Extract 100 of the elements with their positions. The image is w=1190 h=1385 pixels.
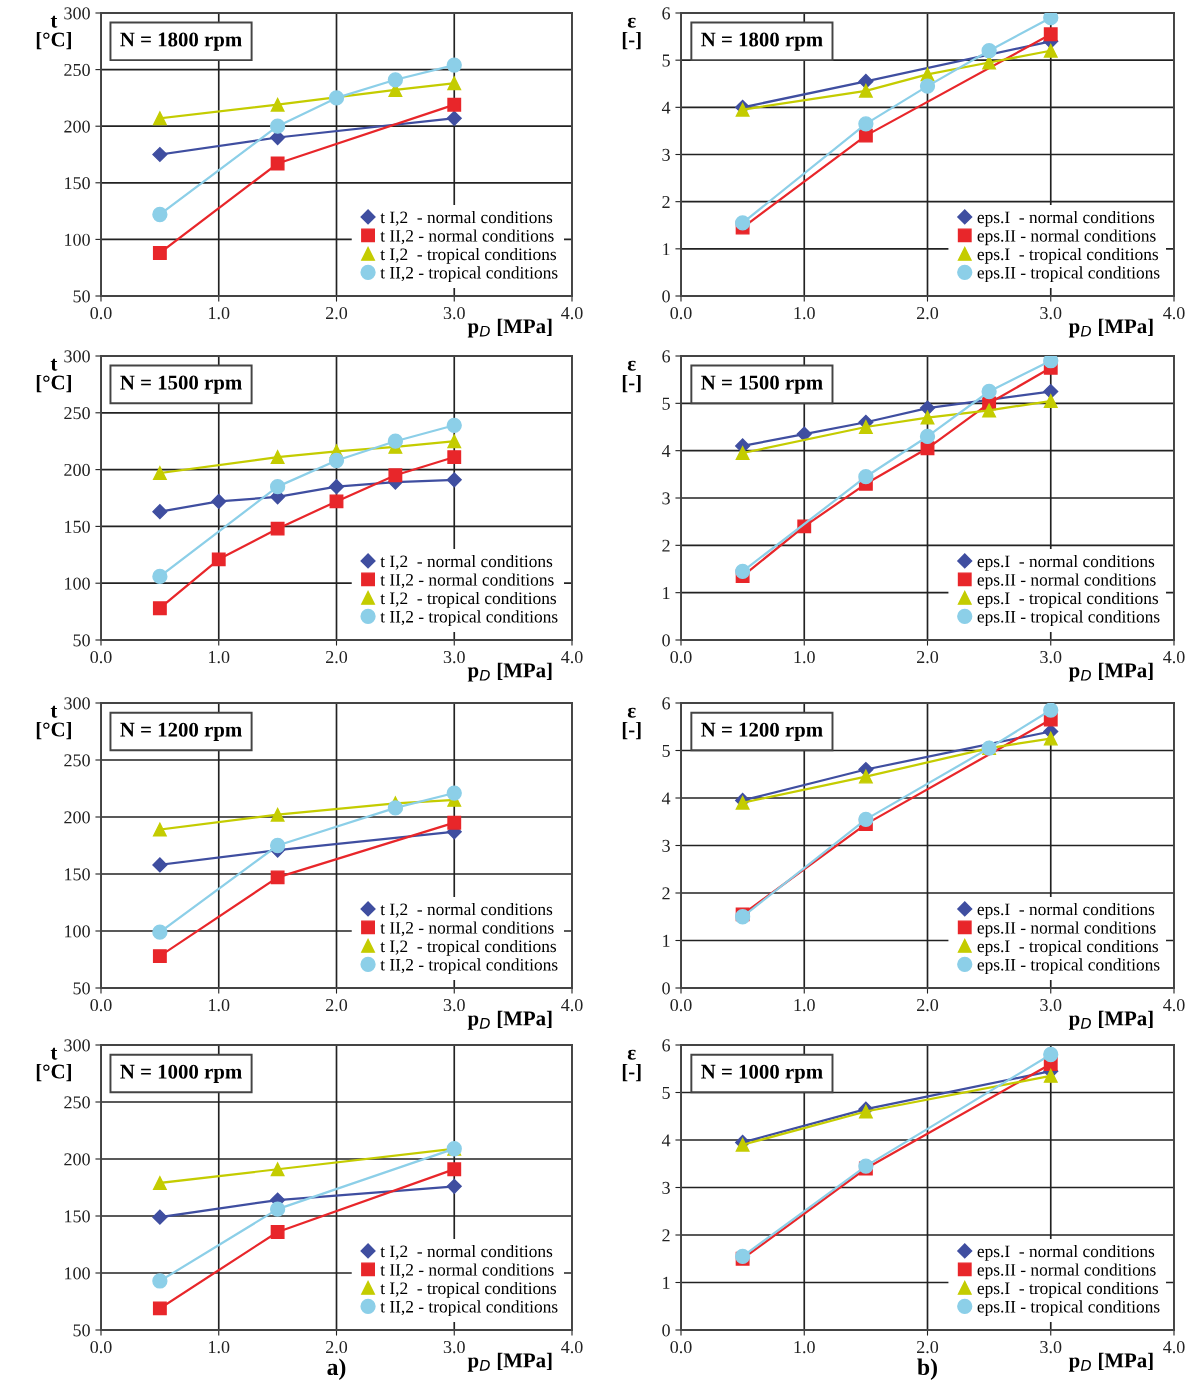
x-tick-label: 3.0 [1040,1340,1062,1354]
legend-label: eps.I - tropical conditions [977,247,1159,264]
y-tick-label: 100 [65,925,90,938]
y-tick-label: 200 [64,811,90,824]
y-axis-title: ε [-] [622,707,641,740]
x-tick-label: 4.0 [561,306,583,320]
x-axis-title: p$_{D}$ [MPa] [467,662,552,682]
x-tick-label: 4.0 [561,998,583,1012]
legend-label: t I,2 - normal conditions [380,903,553,918]
x-tick-label: 3.0 [1040,650,1062,664]
y-tick-label: 0 [662,634,670,647]
y-tick-label: 6 [662,7,671,20]
y-tick-label: 1 [663,1276,670,1289]
legend-label: t I,2 - tropical conditions [380,939,557,956]
legend-label: t I,2 - tropical conditions [380,247,557,264]
x-tick-label: 0.0 [670,998,692,1012]
x-tick-label: 0.0 [90,650,112,664]
x-axis-title: p$_{D}$ [MPa] [467,1010,552,1030]
x-tick-label: 2.0 [326,998,348,1012]
y-tick-label: 3 [662,492,670,505]
legend-label: eps.I - normal conditions [977,555,1155,571]
x-axis-title: p$_{D}$ [MPa] [1068,1352,1153,1372]
x-tick-label: 2.0 [326,306,348,320]
y-tick-label: 2 [662,1229,670,1242]
y-tick-label: 100 [65,577,90,590]
x-tick-label: 2.0 [917,998,939,1012]
y-tick-label: 4 [661,1134,671,1147]
legend-label: eps.I - tropical conditions [977,591,1159,608]
y-tick-label: 150 [65,177,90,190]
x-tick-label: 1.0 [209,650,230,664]
x-tick-label: 4.0 [1163,998,1185,1012]
x-axis-title: p$_{D}$ [MPa] [467,1352,552,1372]
x-tick-label: 0.0 [670,306,692,320]
y-tick-label: 5 [662,397,670,410]
x-tick-label: 0.0 [670,650,692,664]
x-tick-label: 0.0 [90,998,112,1012]
y-tick-label: 150 [65,520,90,533]
legend-label: eps.I - tropical conditions [977,1281,1159,1298]
legend-label: eps.II - tropical conditions [977,1300,1160,1317]
legend-label: t II,2 - tropical conditions [380,1300,558,1317]
y-tick-label: 3 [662,148,670,161]
legend-label: eps.II - tropical conditions [977,266,1160,283]
legend-label: eps.II - tropical conditions [977,610,1160,627]
legend-label: t I,2 - normal conditions [380,1245,553,1260]
y-axis-title: ε [-] [622,360,641,393]
legend-label: t I,2 - normal conditions [380,211,553,226]
y-tick-label: 250 [64,754,90,767]
x-tick-label: 4.0 [561,650,583,664]
x-tick-label: 3.0 [443,998,465,1012]
legend-label: eps.II - normal conditions [977,573,1156,590]
y-tick-label: 4 [661,445,671,457]
y-tick-label: 200 [64,463,90,477]
y-axis-title: ε [-] [622,1049,641,1082]
y-tick-label: 200 [64,1153,90,1166]
y-tick-label: 50 [73,1324,90,1337]
x-tick-label: 3.0 [1040,998,1062,1012]
y-tick-label: 2 [662,887,670,900]
y-tick-label: 250 [64,63,90,77]
text: N = 1000 rpm [120,1064,242,1083]
y-tick-label: 250 [64,1096,90,1109]
x-tick-label: 0.0 [670,1340,692,1354]
text: b) [917,1358,937,1380]
text: N = 1000 rpm [701,1064,823,1083]
y-tick-label: 50 [73,982,90,995]
text: N = 1500 rpm [120,375,242,394]
y-tick-label: 1 [663,934,670,947]
x-tick-label: 2.0 [917,1340,939,1354]
y-tick-label: 0 [662,982,670,995]
y-tick-label: 2 [662,539,670,552]
legend-label: t II,2 - tropical conditions [380,610,558,627]
x-tick-label: 0.0 [90,1340,112,1354]
legend-label: t II,2 - normal conditions [380,573,554,589]
x-tick-label: 4.0 [1163,650,1185,664]
x-tick-label: 4.0 [1163,306,1185,320]
legend-label: t II,2 - normal conditions [380,229,554,245]
x-tick-label: 2.0 [917,306,939,320]
x-tick-label: 1.0 [794,306,815,320]
legend-label: t I,2 - tropical conditions [380,591,557,608]
y-tick-label: 6 [662,697,671,710]
x-tick-label: 4.0 [561,1340,583,1354]
y-tick-label: 1 [663,243,670,256]
x-tick-label: 1.0 [209,306,230,320]
legend-label: eps.I - normal conditions [977,1245,1155,1261]
x-axis-title: p$_{D}$ [MPa] [1068,1010,1153,1030]
x-tick-label: 1.0 [209,998,230,1012]
y-tick-label: 3 [662,839,670,852]
y-tick-label: 6 [662,350,671,363]
x-tick-label: 4.0 [1163,1340,1185,1354]
y-tick-label: 5 [662,744,670,757]
legend-label: t I,2 - tropical conditions [380,1281,557,1298]
x-axis-title: p$_{D}$ [MPa] [467,318,552,338]
x-axis-title: p$_{D}$ [MPa] [1068,662,1153,682]
y-axis-title: ε [-] [622,17,641,50]
legend-label: t II,2 - tropical conditions [380,266,558,283]
legend-label: t II,2 - normal conditions [380,1263,554,1279]
y-tick-label: 0 [662,1324,670,1337]
x-tick-label: 2.0 [326,650,348,664]
y-tick-label: 50 [73,634,90,647]
text: N = 1500 rpm [701,375,823,394]
legend-label: eps.II - normal conditions [977,921,1156,938]
